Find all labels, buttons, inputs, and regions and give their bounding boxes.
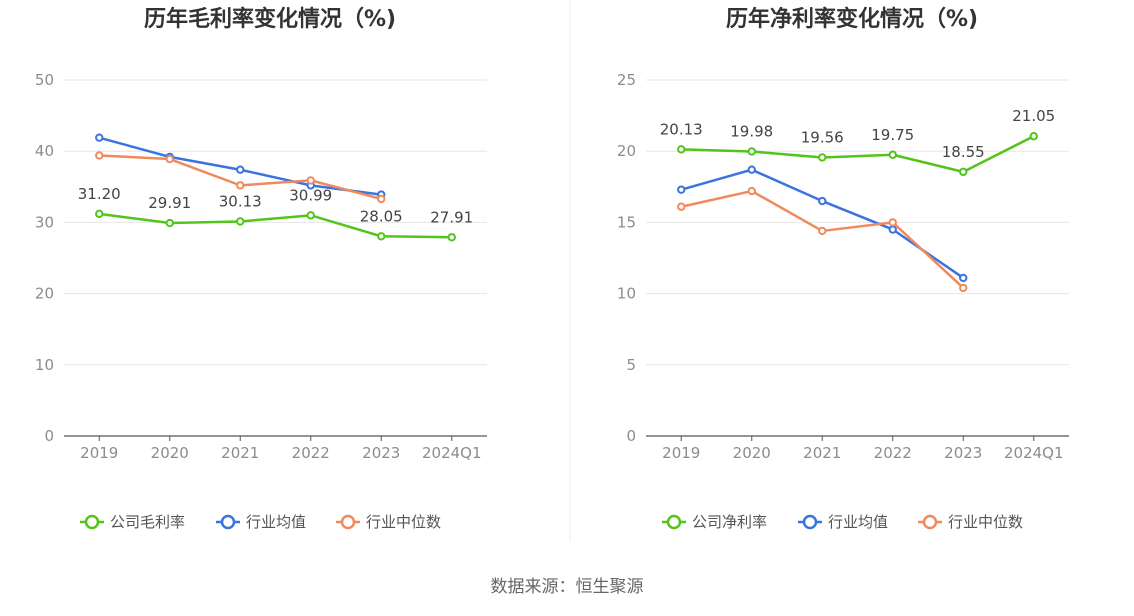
data-point-industry_avg [236, 165, 245, 174]
y-tick-label: 40 [35, 142, 54, 160]
x-tick-label: 2020 [733, 444, 771, 462]
data-point-industry_avg [959, 273, 968, 283]
data-label: 31.20 [78, 185, 121, 203]
data-point-company [747, 147, 756, 156]
y-tick-label: 20 [617, 142, 636, 160]
data-label: 28.05 [360, 207, 403, 225]
data-point-industry_median [95, 151, 104, 160]
data-point-company [95, 209, 104, 219]
data-point-industry_median [377, 194, 386, 204]
legend-marker-industry_median [340, 514, 356, 530]
data-label: 19.98 [730, 122, 773, 140]
data-label: 19.56 [801, 128, 844, 146]
data-point-company [306, 211, 315, 220]
data-point-company [888, 150, 897, 159]
series-line-company [681, 135, 1035, 174]
legend-item-industry_median[interactable]: 行业中位数 [336, 513, 441, 531]
x-tick-label: 2021 [803, 444, 841, 462]
legend-item-industry_median[interactable]: 行业中位数 [918, 513, 1023, 531]
data-point-company [377, 232, 386, 241]
y-tick-label: 10 [35, 356, 54, 374]
data-point-industry_median [888, 218, 897, 227]
data-point-industry_median [165, 154, 174, 164]
chart-title: 历年净利率变化情况（%) [726, 6, 978, 32]
y-tick-label: 20 [35, 285, 54, 303]
data-point-industry_median [747, 186, 756, 196]
chart-title: 历年毛利率变化情况（%) [144, 6, 396, 32]
data-point-industry_avg [677, 185, 686, 194]
data-point-company [165, 218, 174, 228]
data-point-company [1029, 132, 1038, 141]
data-point-company [959, 167, 968, 177]
data-point-industry_avg [818, 196, 827, 206]
legend-marker-industry_avg [220, 514, 236, 530]
legend-label: 公司毛利率 [110, 513, 185, 531]
data-point-company [677, 145, 686, 154]
legend-marker-industry_median [922, 514, 938, 530]
legend-marker-company [666, 514, 682, 530]
y-tick-label: 10 [617, 285, 636, 303]
y-tick-label: 5 [626, 356, 636, 374]
y-tick-label: 25 [617, 71, 636, 89]
data-point-industry_median [306, 176, 315, 185]
x-tick-label: 2020 [151, 444, 189, 462]
chart-panel-1: 历年毛利率变化情况（%) 0 10 20 30 40 50 2019 2020 2021 2022 2… [35, 6, 487, 531]
legend-marker-industry_avg [802, 514, 818, 530]
data-point-industry_avg [888, 225, 897, 234]
legend-item-company[interactable]: 公司净利率 [662, 513, 767, 531]
chart-panel-2: 历年净利率变化情况（%) 0 5 10 15 20 25 2019 2020 2021 2022 20… [617, 6, 1069, 531]
legend-marker-company [84, 514, 100, 530]
x-tick-label: 2022 [874, 444, 912, 462]
x-tick-label: 2021 [221, 444, 259, 462]
x-tick-label: 2023 [362, 444, 400, 462]
data-label: 29.91 [148, 194, 191, 212]
legend-label: 行业均值 [246, 513, 306, 531]
series-line-company [99, 212, 452, 239]
y-tick-label: 30 [35, 213, 54, 231]
data-point-industry_avg [747, 165, 756, 174]
x-tick-label: 2024Q1 [1004, 444, 1064, 462]
legend-label: 行业均值 [828, 513, 888, 531]
data-point-industry_avg [95, 133, 104, 142]
x-tick-label: 2022 [292, 444, 330, 462]
data-point-industry_median [959, 283, 968, 293]
legend-label: 行业中位数 [948, 513, 1023, 531]
data-point-industry_median [236, 181, 245, 190]
data-point-company [447, 233, 456, 242]
data-label: 27.91 [430, 208, 473, 226]
legend-item-company[interactable]: 公司毛利率 [80, 513, 185, 531]
series-line-industry_median [680, 189, 965, 289]
legend-item-industry_avg[interactable]: 行业均值 [798, 513, 888, 531]
data-source-note: 数据来源：恒生聚源 [490, 577, 644, 597]
data-point-industry_median [677, 202, 686, 211]
x-tick-label: 2019 [662, 444, 700, 462]
data-label: 19.75 [871, 126, 914, 144]
data-label: 21.05 [1012, 107, 1055, 125]
data-label: 30.13 [219, 192, 262, 210]
legend-label: 行业中位数 [366, 513, 441, 531]
legend-item-industry_avg[interactable]: 行业均值 [216, 513, 306, 531]
x-tick-label: 2023 [944, 444, 982, 462]
y-tick-label: 0 [44, 427, 54, 445]
data-label: 30.99 [289, 186, 332, 204]
legend-label: 公司净利率 [692, 513, 767, 531]
data-label: 18.55 [942, 143, 985, 161]
x-tick-label: 2024Q1 [422, 444, 482, 462]
data-point-industry_median [818, 226, 827, 236]
data-point-company [236, 217, 245, 226]
data-point-company [818, 153, 827, 162]
y-tick-label: 50 [35, 71, 54, 89]
x-tick-label: 2019 [80, 444, 118, 462]
y-tick-label: 15 [617, 213, 636, 231]
series-line-industry_avg [680, 168, 964, 279]
y-tick-label: 0 [626, 427, 636, 445]
data-label: 20.13 [660, 120, 703, 138]
